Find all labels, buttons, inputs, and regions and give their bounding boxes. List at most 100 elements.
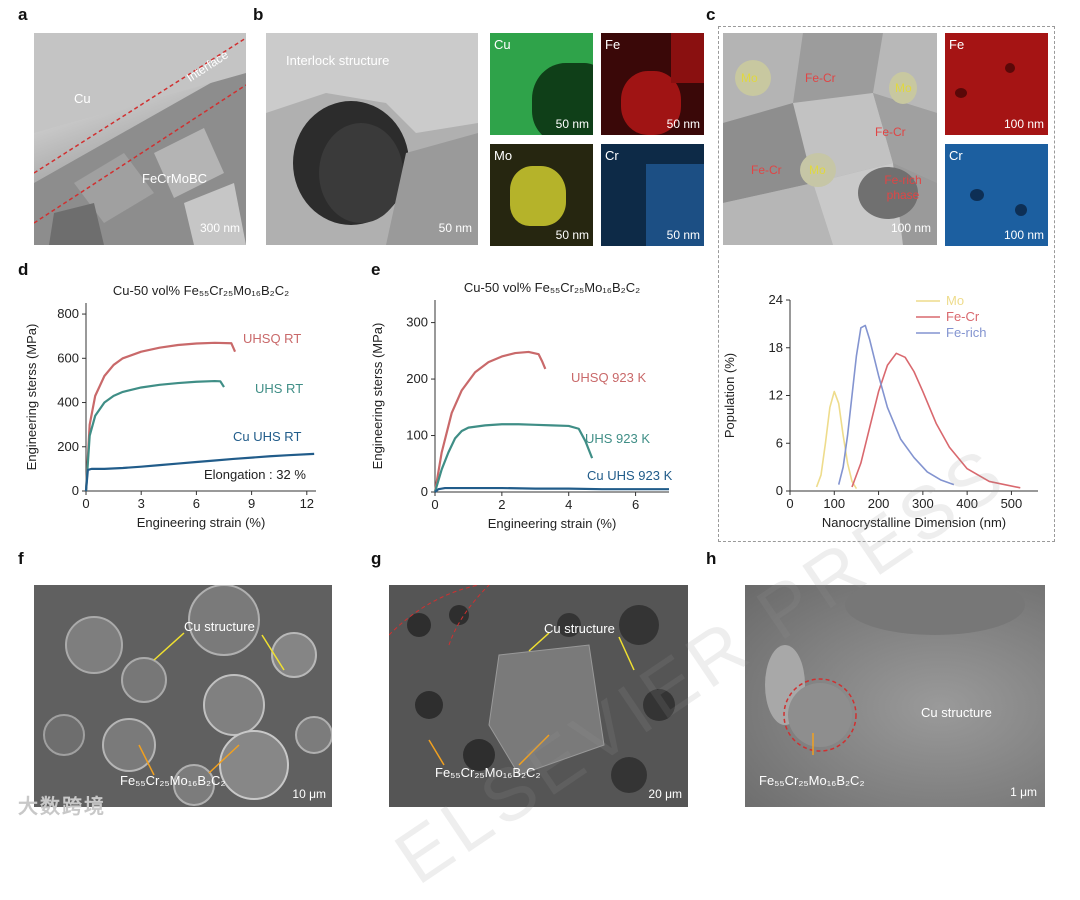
series-line-uhsq-923-k [433,350,547,493]
phase-label-mo-1: Mo [741,71,758,85]
phase-label-fecr-2: Fe-Cr [875,125,906,139]
panel-g-texture [389,585,688,807]
legend-entry-fe-cr: Fe-Cr [946,309,980,324]
x-tick-label: 200 [868,496,890,511]
watermark-logo: 大数跨境 [18,796,106,818]
panel-f-texture [34,585,332,807]
fe-rich-phase-region [858,167,918,219]
legend-entry-fe-rich: Fe-rich [946,325,986,340]
eds-cr-c-dark-spot-2 [1015,204,1027,216]
panel-h-texture [765,585,1025,755]
y-tick-label: 600 [57,350,79,365]
series-line-uhs-923-k [433,423,594,493]
eds-fe-c-dark-spot-1 [955,88,967,98]
y-tick-label: 400 [57,395,79,410]
phase-label-mo-2: Mo [895,81,912,95]
series-line-cu-uhs-923-k [434,486,669,493]
eds-scale-fe: 50 nm [666,117,700,131]
series-line-fe-cr [851,352,1021,489]
y-tick-label: 24 [769,292,783,307]
eds-fe-c-dark-spot-2 [1005,63,1015,73]
x-tick-label: 400 [956,496,978,511]
phase-label-fecr-3: Fe-Cr [751,163,782,177]
scale-label-f: 10 μm [292,787,326,801]
series-line-uhs-rt [84,379,225,492]
x-tick-label: 300 [912,496,934,511]
curve-label: UHSQ RT [243,331,301,346]
interface-line-lower [34,84,246,224]
x-tick-label: 6 [632,497,639,512]
panel-letter-b: b [253,5,264,24]
y-tick-label: 0 [421,484,428,499]
label-alloy-h: Fe₅₅Cr₂₅Mo₁₆B₂C₂ [759,773,865,788]
y-tick-label: 300 [406,315,428,330]
panel-letter-a: a [18,5,28,24]
curve-label: Cu UHS RT [233,429,301,444]
y-tick-label: 0 [72,483,79,498]
eds-cr-c-dark-spot-1 [970,189,984,201]
mo-grain-1 [735,60,771,96]
scale-label-g: 20 μm [648,787,682,801]
curve-label: UHSQ 923 K [571,370,646,385]
elongation-annotation: Elongation : 32 % [204,467,306,482]
scale-label-c: 100 nm [890,221,931,235]
x-axis-label: Engineering strain (%) [488,516,617,531]
panel-b-texture [266,33,478,245]
chart-c-distribution: 0 100 200 300 400 500 0 6 12 18 24 Nanocrystalline … [722,292,1038,530]
y-tick-label: 12 [769,388,783,403]
scale-label-a: 300 nm [199,221,240,235]
label-cu: Cu [74,91,91,106]
legend-entry-mo: Mo [946,293,964,308]
x-tick-label: 0 [786,496,793,511]
x-tick-label: 6 [193,496,200,511]
x-tick-label: 9 [248,496,255,511]
eds-cu-dark-region [532,63,593,135]
panel-letter-h: h [706,549,717,568]
series-line-mo [815,390,858,490]
mo-grain-3 [800,153,836,187]
label-cu-structure-g: Cu structure [544,621,615,636]
panel-b-tem-image: Interlock structure 50 nm [266,33,478,245]
eds-fe-region-2 [671,33,704,83]
eds-map-fe: Fe 50 nm [601,33,704,135]
label-alloy-f: Fe₅₅Cr₂₅Mo₁₆B₂C₂ [120,773,226,788]
label-alloy-g: Fe₅₅Cr₂₅Mo₁₆B₂C₂ [435,765,541,780]
x-tick-label: 4 [565,497,572,512]
label-interlock: Interlock structure [286,53,390,68]
y-axis-label: Population (%) [722,353,737,438]
eds-scale-fe-c: 100 nm [1003,117,1044,131]
eds-map-fe-c: Fe 100 nm [945,33,1048,135]
x-tick-label: 500 [1001,496,1023,511]
series-line-uhsq-rt [84,341,237,492]
eds-cr-region [646,164,704,246]
x-tick-label: 0 [431,497,438,512]
phase-label-fe-rich: Fe-rich phase [884,173,922,202]
label-cu-structure-f: Cu structure [184,619,255,634]
eds-label-mo: Mo [494,148,513,163]
chart-title: Cu-50 vol% Fe₅₅Cr₂₅Mo₁₆B₂C₂ [464,280,640,295]
panel-g-sem-image: Cu structure Fe₅₅Cr₂₅Mo₁₆B₂C₂ 20 μm [389,585,688,807]
panel-a-tem-image: Cu Interface FeCrMoBC 300 nm [34,33,246,245]
phase-label-fecr-1: Fe-Cr [805,71,836,85]
series-line-cu-uhs-rt [84,452,315,492]
mo-grain-2 [889,72,917,104]
eds-label-cr-c: Cr [949,148,963,163]
eds-scale-mo: 50 nm [555,228,589,242]
chart-title: Cu-50 vol% Fe₅₅Cr₂₅Mo₁₆B₂C₂ [113,283,289,298]
panel-c-grains [723,33,937,245]
eds-label-cr: Cr [605,148,619,163]
curve-label: Cu UHS 923 K [587,468,673,483]
y-tick-label: 100 [406,428,428,443]
scale-label-b: 50 nm [438,221,472,235]
eds-label-cu: Cu [494,37,511,52]
panel-letter-f: f [18,549,24,568]
eds-label-fe: Fe [605,37,621,52]
eds-scale-cu: 50 nm [555,117,589,131]
label-cu-structure-h: Cu structure [921,705,992,720]
panel-letter-g: g [371,549,382,568]
phase-label-mo-3: Mo [809,163,826,177]
chart-e: 0 2 4 6 0 100 200 300 Engineering strain (%) Engi… [370,280,673,531]
x-axis-label: Nanocrystalline Dimension (nm) [822,515,1006,530]
panel-c-tem-image: Mo Fe-Cr Mo Fe-Cr Fe-Cr Mo Fe-rich phase… [723,33,937,245]
scale-label-h: 1 μm [1010,785,1037,799]
